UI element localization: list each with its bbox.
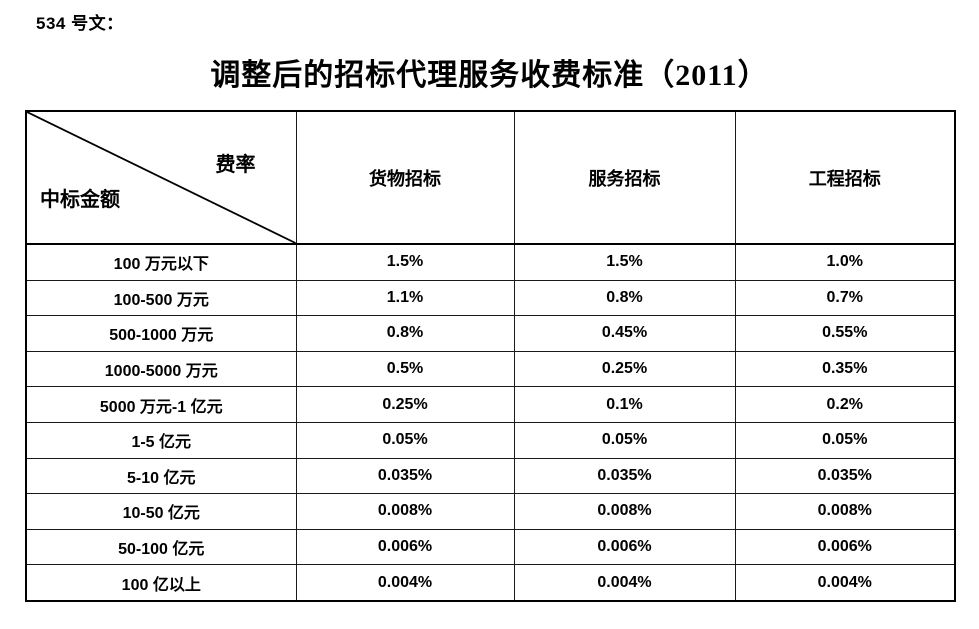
rate-cell: 0.008% [513, 493, 736, 530]
diagonal-divider-line [27, 112, 296, 243]
row-label: 100-500 万元 [25, 279, 297, 317]
rate-cell: 0.1% [513, 386, 736, 423]
rate-cell: 0.035% [734, 457, 956, 495]
rate-cell: 0.006% [513, 528, 736, 566]
row-label: 5-10 亿元 [25, 457, 297, 495]
rate-cell: 0.006% [734, 528, 956, 566]
table-header-row: 费率 中标金额 货物招标 服务招标 工程招标 [25, 110, 956, 245]
rate-cell: 0.004% [513, 564, 736, 602]
rate-cell: 0.008% [295, 493, 515, 530]
corner-label-amount: 中标金额 [40, 189, 120, 211]
table-row: 50-100 亿元 0.006% 0.006% 0.006% [25, 528, 956, 566]
rate-cell: 0.45% [513, 315, 736, 352]
table-row: 1-5 亿元 0.05% 0.05% 0.05% [25, 421, 956, 459]
row-label: 5000 万元-1 亿元 [25, 386, 297, 423]
rate-cell: 0.7% [734, 279, 956, 317]
row-label: 1000-5000 万元 [25, 350, 297, 388]
row-label: 10-50 亿元 [25, 493, 297, 530]
rate-cell: 0.8% [513, 279, 736, 317]
row-label: 1-5 亿元 [25, 421, 297, 459]
fee-table: 费率 中标金额 货物招标 服务招标 工程招标 100 万元以下 1.5% 1.5… [25, 110, 956, 602]
column-header-goods: 货物招标 [295, 110, 515, 245]
corner-label-rate: 费率 [215, 154, 256, 176]
rate-cell: 0.035% [513, 457, 736, 495]
rate-cell: 0.35% [734, 350, 956, 388]
rate-cell: 0.008% [734, 493, 956, 530]
table-row: 10-50 亿元 0.008% 0.008% 0.008% [25, 493, 956, 530]
table-row: 5-10 亿元 0.035% 0.035% 0.035% [25, 457, 956, 495]
rate-cell: 0.004% [734, 564, 956, 602]
table-row: 5000 万元-1 亿元 0.25% 0.1% 0.2% [25, 386, 956, 423]
rate-cell: 1.5% [295, 243, 515, 281]
rate-cell: 0.05% [734, 421, 956, 459]
rate-cell: 0.2% [734, 386, 956, 423]
rate-cell: 0.5% [295, 350, 515, 388]
rate-cell: 0.25% [295, 386, 515, 423]
rate-cell: 0.004% [295, 564, 515, 602]
corner-header-cell: 费率 中标金额 [25, 110, 297, 245]
rate-cell: 0.05% [513, 421, 736, 459]
rate-cell: 1.5% [513, 243, 736, 281]
column-header-engineering: 工程招标 [734, 110, 956, 245]
table-row: 100 亿以上 0.004% 0.004% 0.004% [25, 564, 956, 602]
row-label: 100 万元以下 [25, 243, 297, 281]
table-row: 100 万元以下 1.5% 1.5% 1.0% [25, 243, 956, 281]
rate-cell: 0.8% [295, 315, 515, 352]
row-label: 50-100 亿元 [25, 528, 297, 566]
rate-cell: 1.0% [734, 243, 956, 281]
table-row: 500-1000 万元 0.8% 0.45% 0.55% [25, 315, 956, 352]
rate-cell: 0.006% [295, 528, 515, 566]
rate-cell: 0.25% [513, 350, 736, 388]
rate-cell: 1.1% [295, 279, 515, 317]
row-label: 100 亿以上 [25, 564, 297, 602]
row-label: 500-1000 万元 [25, 315, 297, 352]
column-header-service: 服务招标 [513, 110, 736, 245]
doc-number-label: 534 号文： [36, 14, 124, 33]
rate-cell: 0.05% [295, 421, 515, 459]
rate-cell: 0.55% [734, 315, 956, 352]
table-row: 1000-5000 万元 0.5% 0.25% 0.35% [25, 350, 956, 388]
rate-cell: 0.035% [295, 457, 515, 495]
page-title: 调整后的招标代理服务收费标准（2011） [210, 59, 769, 92]
table-row: 100-500 万元 1.1% 0.8% 0.7% [25, 279, 956, 317]
